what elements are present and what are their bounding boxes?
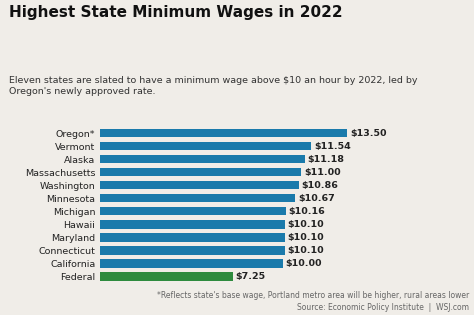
Text: $10.67: $10.67 [298,194,335,203]
Bar [100,194,295,203]
Bar [100,233,285,242]
Bar [100,272,233,281]
Text: $10.00: $10.00 [286,259,322,268]
Bar [100,246,285,255]
Text: $10.16: $10.16 [289,207,326,216]
Bar [100,207,286,215]
Bar [100,155,305,163]
Text: $13.50: $13.50 [350,129,386,138]
Text: *Reflects state's base wage, Portland metro area will be higher, rural areas low: *Reflects state's base wage, Portland me… [157,291,469,312]
Text: $10.86: $10.86 [301,181,338,190]
Bar [100,168,301,176]
Bar [100,181,299,189]
Text: $10.10: $10.10 [288,233,324,242]
Text: $11.00: $11.00 [304,168,341,177]
Text: Eleven states are slated to have a minimum wage above $10 an hour by 2022, led b: Eleven states are slated to have a minim… [9,76,418,96]
Text: $11.54: $11.54 [314,142,351,151]
Text: $11.18: $11.18 [308,155,345,164]
Bar [100,129,347,137]
Text: Highest State Minimum Wages in 2022: Highest State Minimum Wages in 2022 [9,5,343,20]
Text: $10.10: $10.10 [288,220,324,229]
Bar [100,142,311,150]
Text: $10.10: $10.10 [288,246,324,255]
Bar [100,220,285,228]
Text: $7.25: $7.25 [235,272,265,281]
Bar [100,259,283,267]
